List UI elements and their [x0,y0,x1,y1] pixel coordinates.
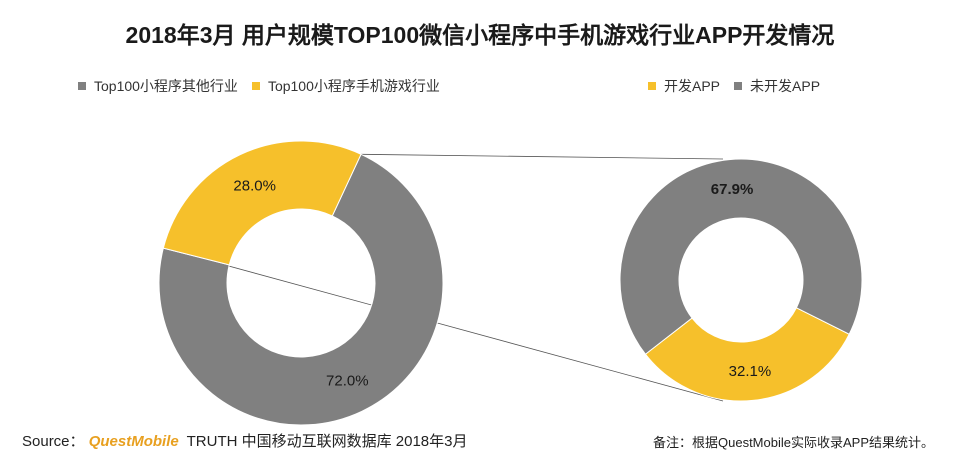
donut-1-slice-1 [158,153,444,426]
legend-swatch-yellow [648,82,656,90]
connector-line-bottom [163,247,724,402]
legend-label: Top100小程序其他行业 [94,78,238,94]
legend-item-not-developed-app: 未开发APP [734,76,820,96]
chart-title: 2018年3月 用户规模TOP100微信小程序中手机游戏行业APP开发情况 [125,22,835,48]
legend-item-other-industries: Top100小程序其他行业 [78,76,238,96]
legend-item-developed-app: 开发APP [648,76,720,96]
legend-label: Top100小程序手机游戏行业 [267,78,440,94]
footer-note: 备注：根据QuestMobile实际收录APP结果统计。 [653,435,934,450]
legend-right: 开发APP 未开发APP [648,76,820,96]
donut-2-data-label-2: 67.9% [711,181,754,198]
legend-swatch-gray [734,82,743,90]
legend-item-mobile-games: Top100小程序手机游戏行业 [251,76,440,96]
donut-1-data-label-1: 72.0% [326,373,369,390]
source-footer: Source： QuestMobile TRUTH 中国移动互联网数据库 201… [22,430,468,451]
donut-2-slice-2 [619,158,863,355]
brand-name: QuestMobile [88,433,179,450]
donut-1-data-label-2: 28.0% [233,177,276,194]
donut-2-slice-1 [644,307,850,402]
source-prefix: Source： [22,433,85,450]
legend-label: 未开发APP [750,78,821,94]
donut-2-data-label-1: 32.1% [729,363,772,380]
source-rest: TRUTH 中国移动互联网数据库 2018年3月 [186,433,468,450]
legend-swatch-gray [78,82,86,90]
legend-label: 开发APP [664,78,721,94]
legend-swatch-yellow [251,82,260,90]
connector-line-top [361,153,724,160]
donut-1-slice-2 [162,140,362,266]
legend-left: Top100小程序其他行业 Top100小程序手机游戏行业 [78,76,440,96]
